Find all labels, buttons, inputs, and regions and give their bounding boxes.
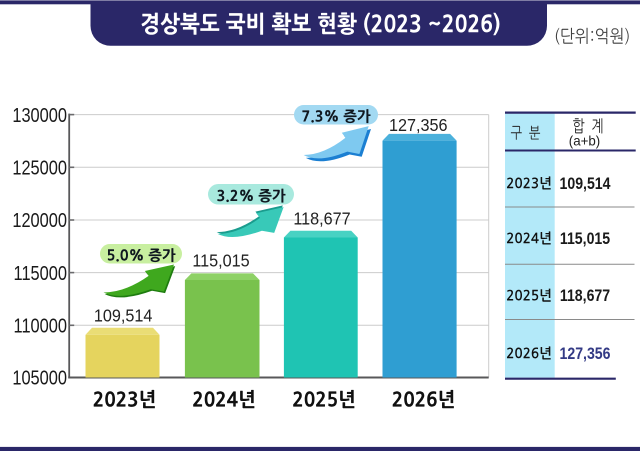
svg-text:130000: 130000 <box>12 103 67 126</box>
svg-text:125000: 125000 <box>12 156 67 179</box>
svg-text:120000: 120000 <box>12 209 67 232</box>
svg-text:(a+b): (a+b) <box>569 133 600 148</box>
svg-text:127,356: 127,356 <box>389 115 448 135</box>
svg-text:105000: 105000 <box>12 366 67 389</box>
svg-text:109,514: 109,514 <box>560 175 611 193</box>
svg-text:118,677: 118,677 <box>560 287 610 305</box>
svg-text:109,514: 109,514 <box>94 306 153 326</box>
svg-text:115,015: 115,015 <box>560 230 610 248</box>
svg-text:110000: 110000 <box>14 314 67 337</box>
svg-text:118,677: 118,677 <box>293 209 350 229</box>
svg-text:115000: 115000 <box>14 261 67 284</box>
svg-text:115,015: 115,015 <box>192 251 249 271</box>
svg-text:127,356: 127,356 <box>560 345 611 363</box>
